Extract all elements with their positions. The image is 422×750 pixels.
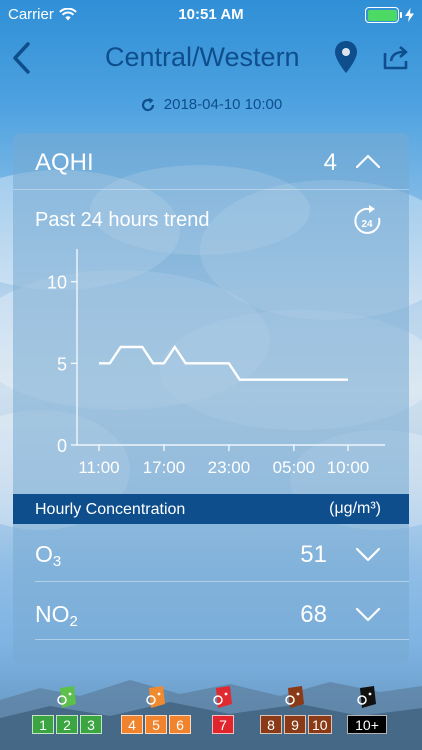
legend-level: 7 bbox=[212, 715, 234, 734]
last-updated[interactable]: 2018-04-10 10:00 bbox=[0, 96, 422, 113]
x-tick-label: 11:00 bbox=[78, 458, 119, 477]
legend-level: 5 bbox=[145, 715, 167, 734]
y-tick-label: 0 bbox=[57, 436, 67, 456]
pollutant-name: O3 bbox=[35, 541, 62, 570]
concentration-header: Hourly Concentration (μg/m³) bbox=[13, 494, 409, 524]
legend-level: 2 bbox=[56, 715, 78, 734]
x-tick-label: 05:00 bbox=[273, 458, 316, 477]
pollutant-name: NO2 bbox=[35, 601, 78, 630]
legend-level: 1 bbox=[32, 715, 54, 734]
legend-group: 10+ bbox=[347, 715, 387, 734]
divider bbox=[35, 639, 409, 640]
chevron-down-icon[interactable] bbox=[355, 547, 381, 563]
y-tick-label: 5 bbox=[57, 354, 67, 374]
pollutant-row-no2[interactable]: NO2 68 bbox=[13, 585, 409, 641]
pollutant-value: 68 bbox=[300, 601, 327, 628]
health-risk-face-icon bbox=[57, 686, 76, 708]
24-hour-history-icon[interactable]: 24 bbox=[352, 204, 384, 238]
legend-group: 8 9 10 bbox=[260, 715, 332, 734]
24-hour-icon-label: 24 bbox=[361, 219, 373, 230]
charging-bolt-icon bbox=[405, 8, 414, 22]
legend-group: 7 bbox=[212, 715, 234, 734]
legend-level: 8 bbox=[260, 715, 282, 734]
trend-title: Past 24 hours trend bbox=[35, 209, 210, 231]
carrier-label: Carrier bbox=[8, 6, 54, 23]
aqhi-trend-chart: 0 5 10 11:00 17:00 23:00 05:00 10:00 bbox=[47, 249, 385, 477]
x-tick-label: 10:00 bbox=[327, 458, 370, 477]
updated-timestamp: 2018-04-10 10:00 bbox=[163, 96, 283, 113]
health-risk-face-icon bbox=[213, 686, 232, 708]
legend-level: 6 bbox=[169, 715, 191, 734]
aqhi-label: AQHI bbox=[35, 149, 94, 176]
chevron-up-icon[interactable] bbox=[355, 153, 381, 169]
health-risk-face-icon bbox=[146, 686, 165, 708]
share-icon[interactable] bbox=[382, 44, 410, 70]
y-tick-label: 10 bbox=[47, 273, 67, 293]
aqhi-card: AQHI 4 Past 24 hours trend 24 0 5 10 11:00 1… bbox=[13, 133, 409, 663]
health-risk-face-icon bbox=[357, 686, 376, 708]
legend-level: 3 bbox=[80, 715, 102, 734]
legend-level: 10 bbox=[308, 715, 332, 734]
concentration-title: Hourly Concentration bbox=[35, 501, 186, 518]
aqhi-value: 4 bbox=[323, 149, 337, 176]
aqhi-header[interactable]: AQHI 4 bbox=[13, 133, 409, 189]
aqhi-series-line bbox=[99, 344, 348, 381]
chevron-down-icon[interactable] bbox=[355, 607, 381, 623]
x-tick-label: 17:00 bbox=[143, 458, 186, 477]
x-tick-label: 23:00 bbox=[208, 458, 251, 477]
status-bar: Carrier 10:51 AM bbox=[0, 0, 422, 30]
battery-icon bbox=[365, 7, 399, 23]
aqhi-legend: 1 2 3 4 5 6 7 8 9 10 10+ bbox=[0, 684, 422, 740]
legend-level: 4 bbox=[121, 715, 143, 734]
pollutant-value: 51 bbox=[300, 541, 327, 568]
legend-level: 10+ bbox=[347, 715, 387, 734]
divider bbox=[13, 189, 409, 190]
back-chevron-icon[interactable] bbox=[10, 40, 34, 76]
health-risk-face-icon bbox=[285, 686, 304, 708]
divider bbox=[35, 581, 409, 582]
station-title: Central/Western bbox=[105, 42, 300, 72]
refresh-icon[interactable] bbox=[140, 97, 156, 113]
concentration-unit: (μg/m³) bbox=[329, 500, 381, 517]
pollutant-row-o3[interactable]: O3 51 bbox=[13, 525, 409, 581]
carrier-indicator: Carrier bbox=[8, 6, 77, 23]
location-pin-icon[interactable] bbox=[334, 40, 358, 74]
nav-bar: Central/Western bbox=[0, 32, 422, 84]
status-time: 10:51 AM bbox=[178, 6, 244, 23]
wifi-icon bbox=[59, 8, 77, 21]
battery-indicator bbox=[365, 7, 414, 23]
legend-level: 9 bbox=[284, 715, 306, 734]
